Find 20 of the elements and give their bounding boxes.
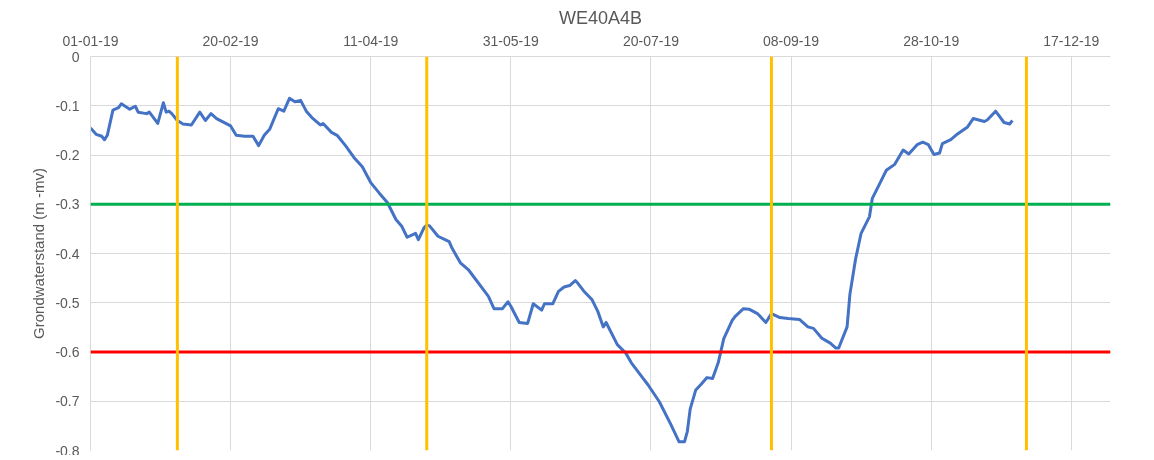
- chart-title: WE40A4B: [558, 7, 643, 28]
- x-tick-label: 28-10-19: [903, 32, 960, 49]
- y-tick-label: -0.4: [55, 245, 80, 262]
- y-tick-label: 0: [71, 48, 80, 65]
- y-axis-title: Grondwaterstand (m -mv): [30, 168, 48, 339]
- y-tick-label: -0.6: [55, 344, 80, 360]
- y-tick-label: -0.5: [55, 294, 80, 311]
- x-tick-label: 01-01-19: [62, 32, 119, 49]
- y-tick-label: -0.8: [55, 442, 80, 459]
- y-tick-label: -0.7: [55, 393, 80, 410]
- x-tick-label: 11-04-19: [343, 32, 399, 49]
- x-tick-label: 20-07-19: [622, 32, 680, 49]
- x-tick-label: 17-12-19: [1043, 32, 1100, 49]
- y-tick-label: -0.2: [55, 147, 80, 163]
- x-tick-label: 20-02-19: [202, 32, 259, 49]
- y-tick-label: -0.3: [55, 196, 80, 213]
- x-tick-label: 31-05-19: [482, 32, 540, 49]
- x-tick-label: 08-09-19: [763, 32, 820, 49]
- y-tick-label: -0.1: [55, 97, 80, 114]
- line-series: [90, 96, 1014, 444]
